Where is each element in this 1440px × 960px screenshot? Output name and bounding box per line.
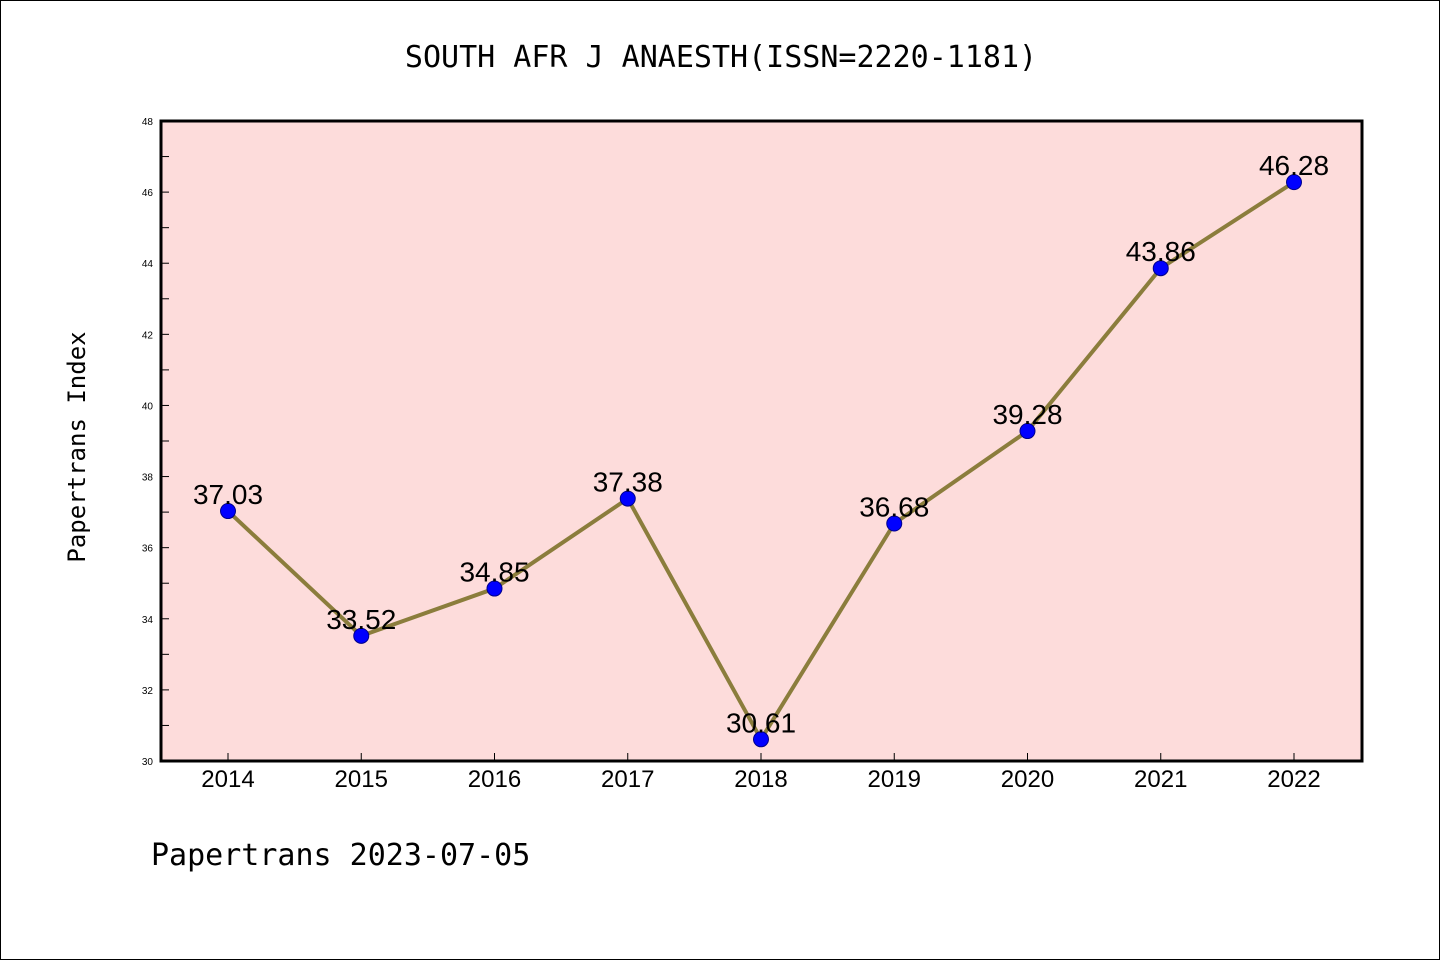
y-tick-label: 46 xyxy=(142,188,154,199)
x-tick-label: 2022 xyxy=(1267,766,1320,793)
x-tick-label: 2018 xyxy=(734,766,787,793)
y-axis: 30 32 34 36 38 40 42 44 46 48 xyxy=(142,117,169,768)
y-tick-label: 44 xyxy=(142,259,154,270)
data-point-marker xyxy=(353,627,370,644)
data-label: 37.38 xyxy=(593,467,663,498)
x-tick-label: 2016 xyxy=(468,766,521,793)
y-tick-label: 36 xyxy=(142,544,154,555)
plot-area xyxy=(159,119,1364,763)
data-label: 30.61 xyxy=(726,707,796,738)
x-tick-label: 2020 xyxy=(1001,766,1054,793)
data-label: 33.52 xyxy=(326,604,396,635)
data-label: 37.03 xyxy=(193,479,263,510)
data-label: 43.86 xyxy=(1126,236,1196,267)
data-point-marker xyxy=(753,731,769,748)
x-tick-label: 2017 xyxy=(601,766,654,793)
data-point-marker xyxy=(886,515,903,532)
data-label: 46.28 xyxy=(1259,150,1329,181)
y-tick-label: 34 xyxy=(142,615,154,626)
data-point-marker xyxy=(619,490,636,507)
data-label: 36.68 xyxy=(859,491,929,522)
y-tick-label: 30 xyxy=(142,757,154,768)
data-point-marker xyxy=(1019,423,1036,440)
x-tick-label: 2014 xyxy=(201,766,254,793)
x-tick-label: 2021 xyxy=(1134,766,1187,793)
x-axis: 2014 2015 2016 2017 2018 2019 2020 2021 2022 xyxy=(201,753,1321,793)
data-point-marker xyxy=(486,580,503,597)
data-label: 39.28 xyxy=(992,399,1062,430)
data-labels-layer: 37.03 33.52 34.85 37.38 30.61 36.68 39.28 43.86… xyxy=(193,150,1329,738)
data-point-marker xyxy=(220,503,236,520)
chart-title: SOUTH AFR J ANAESTH(ISSN=2220-1181) xyxy=(405,40,1037,75)
data-point-marker xyxy=(1286,174,1302,191)
footer-text: Papertrans 2023-07-05 xyxy=(151,838,530,873)
data-point-marker xyxy=(1152,260,1169,277)
y-tick-label: 32 xyxy=(142,686,154,697)
y-tick-label: 42 xyxy=(142,330,154,341)
x-tick-label: 2019 xyxy=(868,766,921,793)
series-line-layer xyxy=(220,174,1302,748)
y-tick-label: 38 xyxy=(142,473,154,484)
y-tick-label: 40 xyxy=(142,401,154,412)
y-axis-label: Papertrans Index xyxy=(63,331,91,562)
x-tick-label: 2015 xyxy=(335,766,388,793)
y-tick-label: 48 xyxy=(142,117,154,128)
data-label: 34.85 xyxy=(459,557,529,588)
